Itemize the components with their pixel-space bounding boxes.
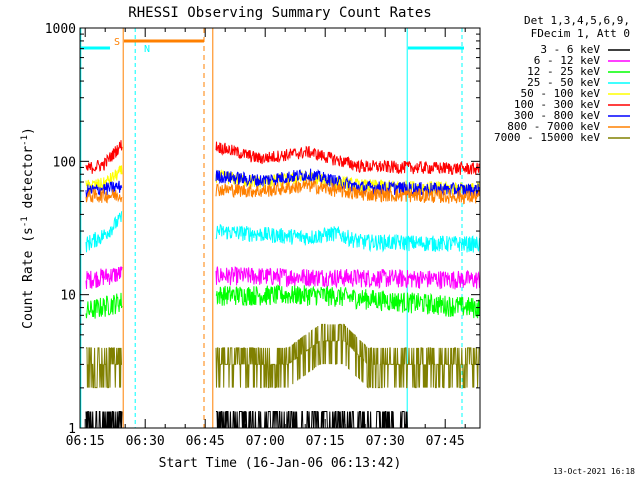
legend: Det 1,3,4,5,6,9, FDecim 1, Att 0 3 - 6 k… bbox=[494, 14, 630, 144]
legend-label: 300 - 800 keV bbox=[514, 109, 600, 122]
legend-label: 3 - 6 keV bbox=[540, 43, 600, 56]
series-9-trace-1 bbox=[86, 347, 122, 389]
y-label-mid: detector bbox=[21, 146, 36, 217]
series-8-trace-2 bbox=[215, 179, 480, 205]
legend-label: 7000 - 15000 keV bbox=[494, 131, 600, 144]
series-3-trace-1 bbox=[85, 292, 123, 319]
x-tick-label: 06:30 bbox=[126, 434, 165, 449]
series-layer bbox=[85, 140, 480, 429]
x-tick-label: 07:00 bbox=[246, 434, 285, 449]
series-2-trace-1 bbox=[85, 266, 123, 290]
y-axis: 1 10 100 1000 bbox=[45, 22, 480, 437]
y-label-end: ) bbox=[21, 127, 36, 135]
series-8-trace-1 bbox=[85, 188, 123, 204]
legend-label: 100 - 300 keV bbox=[514, 98, 600, 111]
y-tick-label: 1000 bbox=[45, 22, 76, 37]
legend-label: 6 - 12 keV bbox=[534, 54, 601, 67]
x-axis-label: Start Time (16-Jan-06 06:13:42) bbox=[159, 456, 402, 471]
y-axis-label: Count Rate (s-1 detector-1) bbox=[20, 127, 36, 329]
series-9-trace-2 bbox=[215, 323, 480, 389]
plot-frame bbox=[79, 27, 481, 429]
y-label-sup1: -1 bbox=[20, 216, 30, 227]
generation-timestamp: 13-Oct-2021 16:18 bbox=[553, 467, 635, 476]
legend-label: 50 - 100 keV bbox=[521, 87, 601, 100]
saa-flag-label: S bbox=[114, 37, 120, 48]
night-flag-label: N bbox=[144, 44, 150, 55]
y-tick-label: 100 bbox=[53, 155, 76, 170]
legend-label: 25 - 50 keV bbox=[527, 76, 600, 89]
x-tick-label: 06:45 bbox=[186, 434, 225, 449]
series-3-trace-2 bbox=[215, 284, 480, 319]
series-2-trace-2 bbox=[215, 266, 480, 290]
series-6-trace-2 bbox=[215, 141, 480, 175]
x-tick-label: 06:15 bbox=[66, 434, 105, 449]
legend-label: 12 - 25 keV bbox=[527, 65, 600, 78]
y-label-main: Count Rate (s bbox=[21, 227, 36, 329]
series-1-trace-1 bbox=[85, 411, 123, 429]
y-tick-label: 10 bbox=[60, 289, 76, 304]
x-tick-label: 07:30 bbox=[366, 434, 405, 449]
series-7-trace-1 bbox=[85, 180, 123, 198]
plot-elements: SN bbox=[80, 28, 464, 428]
legend-header-line-2: FDecim 1, Att 0 bbox=[531, 27, 630, 40]
series-6-trace-1 bbox=[85, 140, 123, 174]
x-tick-label: 07:15 bbox=[306, 434, 345, 449]
series-7-trace-2 bbox=[215, 168, 480, 198]
legend-label: 800 - 7000 keV bbox=[507, 120, 600, 133]
chart-title: RHESSI Observing Summary Count Rates bbox=[128, 5, 431, 21]
x-tick-label: 07:45 bbox=[426, 434, 465, 449]
x-axis: 06:15 06:30 06:45 07:00 07:15 07:30 07:45 bbox=[66, 28, 466, 449]
series-4-trace-1 bbox=[85, 211, 123, 253]
y-tick-label: 1 bbox=[68, 422, 76, 437]
series-4-trace-2 bbox=[215, 223, 480, 253]
legend-header-line-1: Det 1,3,4,5,6,9, bbox=[524, 14, 630, 27]
y-label-sup2: -1 bbox=[20, 135, 30, 146]
